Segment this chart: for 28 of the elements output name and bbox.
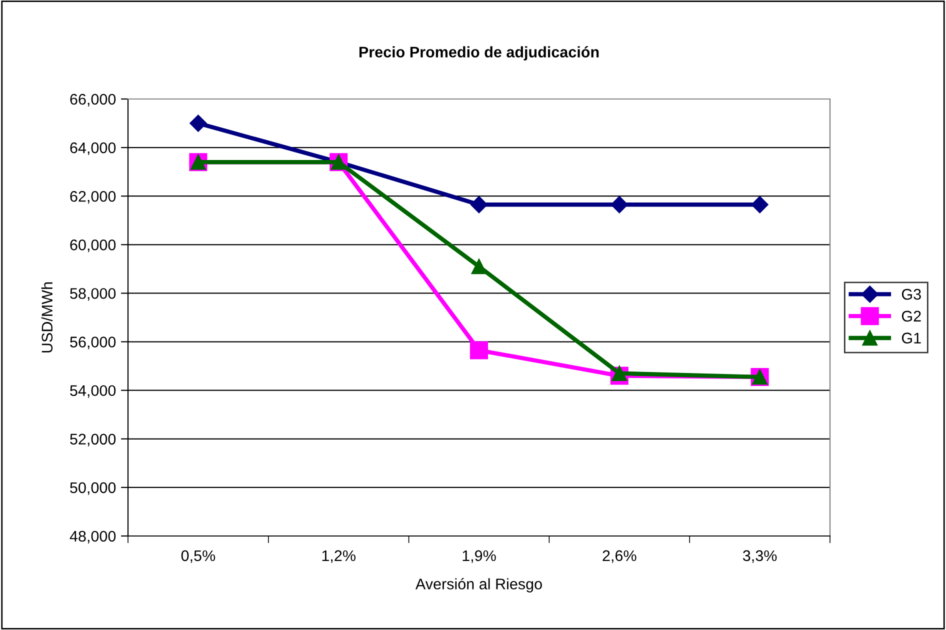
x-tick-label: 0,5% (181, 550, 216, 563)
y-tick-label: 64,000 (70, 142, 116, 156)
y-tick-label: 60,000 (70, 240, 116, 252)
x-tick-label: 1,9% (462, 550, 496, 563)
x-axis-title: Aversión al Riesgo (415, 578, 542, 592)
x-tick-label: 2,6% (602, 550, 636, 563)
legend-label: G2 (902, 310, 921, 322)
y-tick-label: 48,000 (70, 530, 116, 544)
point (751, 196, 768, 214)
point (470, 341, 488, 360)
point (471, 258, 487, 274)
y-tick-label: 54,000 (70, 385, 116, 398)
y-tick-label: 58,000 (70, 288, 116, 301)
point (610, 196, 628, 214)
x-tick-label: 3,3% (742, 550, 777, 563)
y-tick-label: 52,000 (70, 434, 116, 446)
point (190, 114, 207, 132)
y-tick-label: 66,000 (70, 94, 116, 106)
point (470, 196, 488, 214)
y-axis-title: USD/MWh (41, 282, 53, 352)
y-tick-label: 62,000 (70, 190, 116, 204)
x-tick-label: 1,2% (322, 550, 356, 563)
y-tick-label: 56,000 (70, 336, 116, 350)
point (612, 366, 628, 381)
y-tick-label: 50,000 (70, 482, 116, 495)
legend-label: G3 (902, 288, 921, 300)
legend-label: G1 (902, 332, 921, 344)
chart-title: Precio Promedio de adjudicación (359, 46, 599, 61)
